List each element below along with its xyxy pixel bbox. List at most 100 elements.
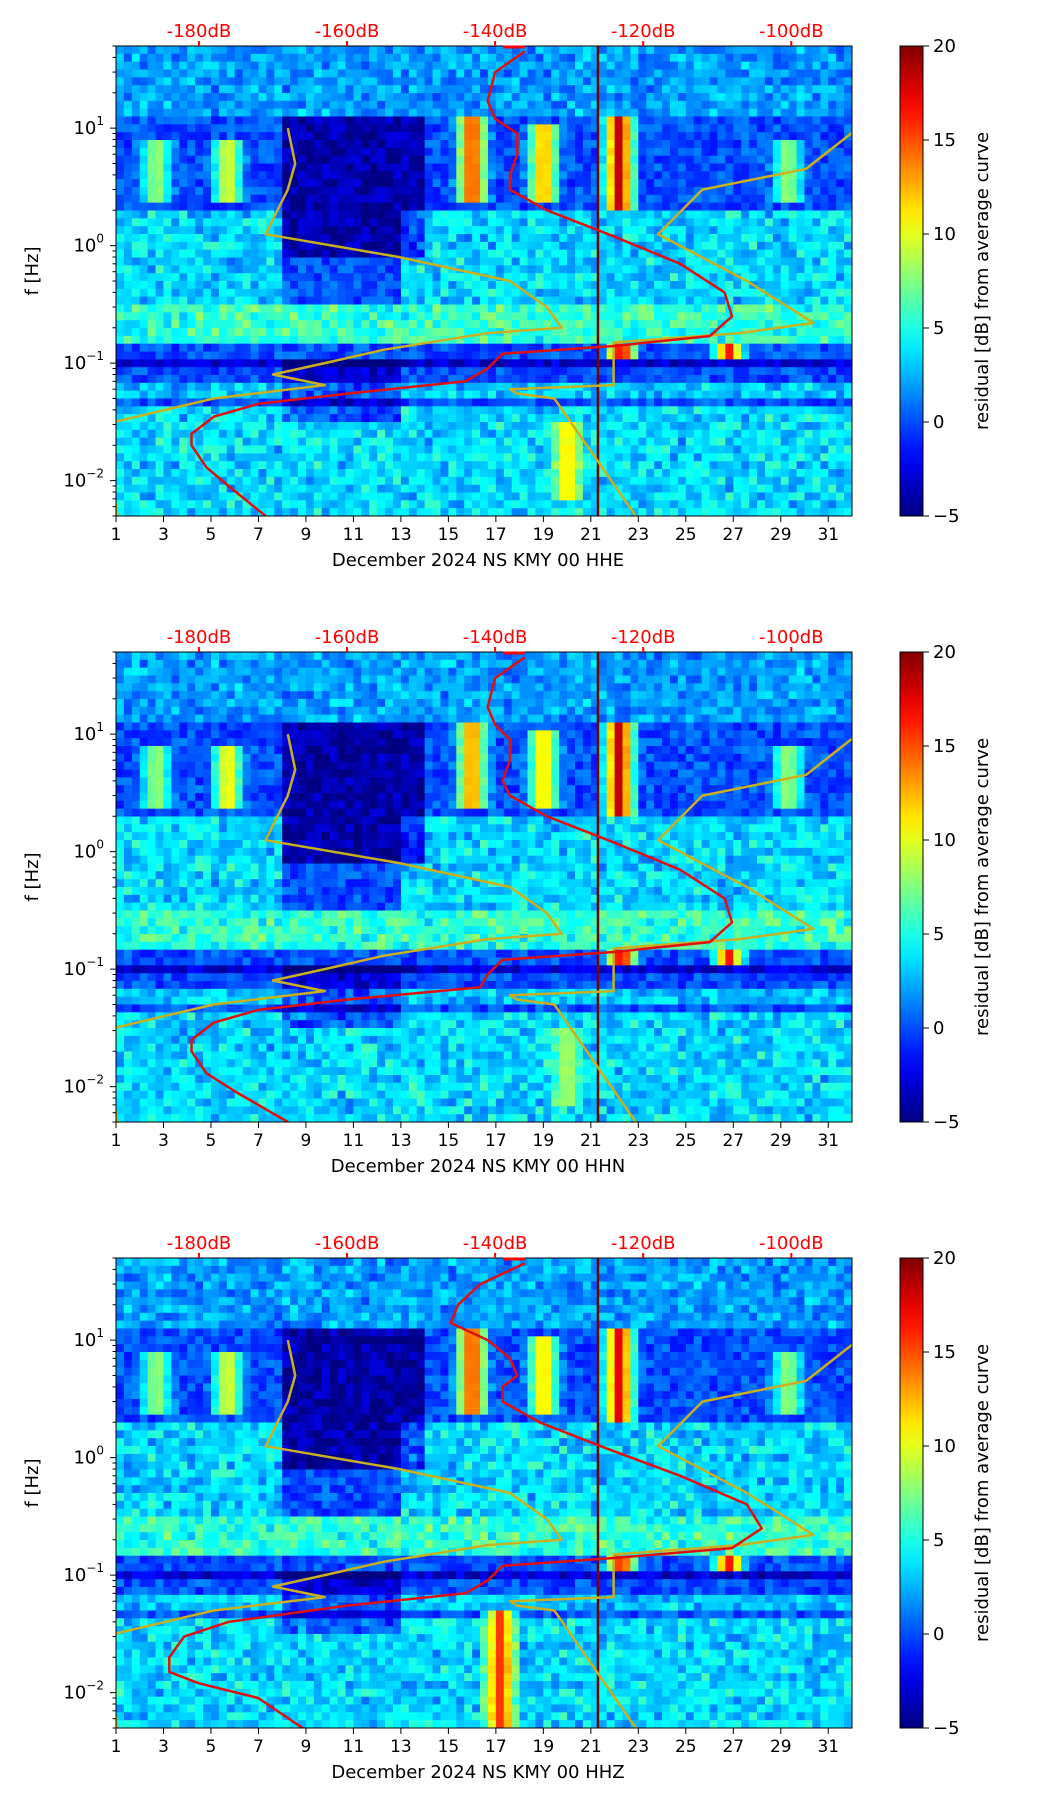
heatmap-cell <box>741 46 750 55</box>
heatmap-cell <box>685 234 695 243</box>
heatmap-cell <box>337 116 347 125</box>
heatmap-cell <box>575 132 584 141</box>
heatmap-cell <box>646 390 655 400</box>
heatmap-cell <box>709 335 719 345</box>
heatmap-cell <box>448 414 457 423</box>
heatmap-cell <box>369 359 378 368</box>
heatmap-cell <box>416 273 426 282</box>
heatmap-cell <box>392 375 402 384</box>
heatmap-cell <box>250 124 260 133</box>
heatmap-cell <box>400 429 410 439</box>
heatmap-cell <box>741 85 750 94</box>
heatmap-cell <box>187 93 196 102</box>
heatmap-cell <box>464 422 473 431</box>
heatmap-cell <box>456 241 465 251</box>
heatmap-cell <box>503 46 513 55</box>
heatmap-cell <box>171 343 180 353</box>
heatmap-cell <box>313 445 323 454</box>
heatmap-cell <box>749 241 758 251</box>
heatmap-cell <box>408 218 418 227</box>
heatmap-cell <box>662 343 671 353</box>
heatmap-cell <box>685 155 695 165</box>
heatmap-cell <box>321 406 331 415</box>
heatmap-cell <box>614 359 624 368</box>
heatmap-cell <box>266 171 275 180</box>
heatmap-cell <box>195 320 204 329</box>
heatmap-cell <box>432 53 442 63</box>
heatmap-cell <box>764 320 774 329</box>
heatmap-cell <box>503 116 513 125</box>
heatmap-cell <box>590 46 600 55</box>
heatmap-cell <box>543 406 552 415</box>
heatmap-cell <box>282 469 291 478</box>
heatmap-cell <box>733 476 742 486</box>
heatmap-cell <box>464 484 473 494</box>
heatmap-cell <box>527 124 537 133</box>
heatmap-cell <box>622 132 632 141</box>
heatmap-cell <box>487 288 497 298</box>
heatmap-cell <box>749 210 758 219</box>
heatmap-cell <box>582 422 592 431</box>
heatmap-cell <box>218 202 228 212</box>
heatmap-cell <box>147 100 157 110</box>
heatmap-cell <box>598 265 608 274</box>
heatmap-cell <box>298 53 307 63</box>
heatmap-cell <box>598 108 608 118</box>
heatmap-cell <box>353 281 362 290</box>
heatmap-cell <box>511 375 521 384</box>
heatmap-cell <box>179 375 188 384</box>
heatmap-cell <box>622 351 632 360</box>
heatmap-cell <box>646 187 655 196</box>
heatmap-cell <box>464 46 473 55</box>
heatmap-cell <box>582 320 592 329</box>
heatmap-cell <box>155 367 165 376</box>
heatmap-cell <box>218 85 228 94</box>
heatmap-cell <box>590 351 600 360</box>
heatmap-cell <box>638 194 647 204</box>
heatmap-cell <box>575 147 584 157</box>
heatmap-cell <box>669 453 679 462</box>
heatmap-cell <box>234 179 244 188</box>
heatmap-cell <box>440 437 449 447</box>
heatmap-cell <box>757 265 766 274</box>
heatmap-cell <box>725 328 734 337</box>
heatmap-cell <box>614 335 624 345</box>
heatmap-cell <box>725 320 734 329</box>
heatmap-cell <box>669 445 679 454</box>
heatmap-cell <box>171 218 180 227</box>
heatmap-cell <box>290 320 299 329</box>
heatmap-cell <box>171 492 180 501</box>
heatmap-cell <box>408 202 418 212</box>
heatmap-cell <box>495 194 505 204</box>
heatmap-cell <box>187 445 196 454</box>
heatmap-cell <box>472 93 481 102</box>
heatmap-cell <box>147 304 157 313</box>
heatmap-cell <box>116 147 125 157</box>
heatmap-cell <box>147 288 157 298</box>
heatmap-cell <box>353 116 362 125</box>
heatmap-cell <box>749 132 758 141</box>
heatmap-cell <box>662 390 671 400</box>
heatmap-cell <box>131 281 141 290</box>
heatmap-cell <box>551 194 560 204</box>
heatmap-cell <box>567 461 576 470</box>
heatmap-cell <box>543 351 552 360</box>
heatmap-cell <box>203 469 212 478</box>
heatmap-cell <box>345 218 355 227</box>
heatmap-cell <box>290 406 299 415</box>
heatmap-cell <box>693 422 703 431</box>
heatmap-cell <box>606 273 616 282</box>
heatmap-cell <box>551 296 560 306</box>
heatmap-cell <box>654 375 663 384</box>
heatmap-cell <box>495 367 505 376</box>
heatmap-cell <box>361 296 370 306</box>
heatmap-cell <box>733 124 742 133</box>
heatmap-cell <box>416 461 426 470</box>
heatmap-cell <box>385 461 394 470</box>
heatmap-cell <box>622 210 632 219</box>
heatmap-cell <box>298 312 307 321</box>
heatmap-cell <box>290 249 299 259</box>
heatmap-cell <box>155 124 165 133</box>
heatmap-cell <box>298 116 307 125</box>
heatmap-cell <box>313 77 323 86</box>
